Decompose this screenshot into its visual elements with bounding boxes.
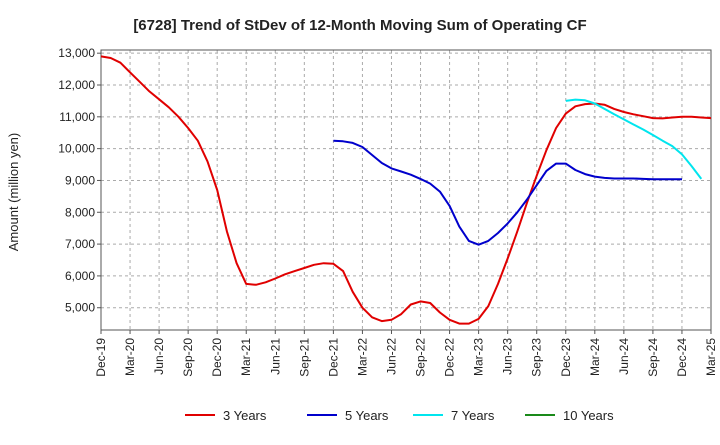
x-tick-label: Dec-20 [210, 338, 224, 377]
series-lines [100, 55, 712, 325]
x-tick-label: Jun-24 [617, 338, 631, 375]
x-tick-label: Jun-23 [501, 338, 515, 375]
x-tick-label: Sep-21 [297, 338, 311, 377]
x-tick-label: Dec-22 [443, 338, 457, 377]
x-tick-label: Mar-21 [239, 338, 253, 376]
x-tick-label: Dec-24 [675, 338, 689, 377]
y-tick-label: 10,000 [58, 142, 95, 156]
y-tick-label: 6,000 [65, 269, 95, 283]
y-tick-label: 12,000 [58, 78, 95, 92]
x-tick-label: Sep-22 [414, 338, 428, 377]
x-tick-label: Mar-23 [472, 338, 486, 376]
x-tick-label: Jun-21 [268, 338, 282, 375]
x-tick-label: Mar-24 [588, 338, 602, 376]
x-tick-label: Jun-22 [384, 338, 398, 375]
y-tick-label: 7,000 [65, 237, 95, 251]
axes: 5,000 6,000 7,000 8,000 9,000 10,000 11,000 12,… [58, 46, 718, 377]
y-tick-label: 8,000 [65, 205, 95, 219]
x-tick-label: Mar-20 [123, 338, 137, 376]
x-tick-label: Dec-23 [559, 338, 573, 377]
series-line-5-years [333, 139, 682, 246]
x-tick-label: Sep-23 [530, 338, 544, 377]
legend-label: 5 Years [345, 408, 389, 423]
series-line-7-years [565, 98, 703, 180]
y-axis-label: Amount (million yen) [6, 133, 21, 252]
y-tick-label: 13,000 [58, 46, 95, 60]
grid [101, 50, 711, 330]
y-tick-label: 9,000 [65, 173, 95, 187]
chart-title: [6728] Trend of StDev of 12-Month Moving… [133, 17, 586, 34]
x-tick-label: Jun-20 [152, 338, 166, 375]
x-tick-label: Dec-21 [326, 338, 340, 377]
x-tick-label: Sep-20 [181, 338, 195, 377]
legend-label: 3 Years [223, 408, 267, 423]
x-tick-label: Mar-22 [355, 338, 369, 376]
legend-label: 7 Years [451, 408, 495, 423]
y-tick-label: 11,000 [59, 110, 95, 124]
x-tick-label: Sep-24 [646, 338, 660, 377]
x-tick-label: Mar-25 [704, 338, 718, 376]
plot-frame [100, 49, 712, 331]
y-tick-label: 5,000 [65, 301, 95, 315]
legend: 3 Years 5 Years 7 Years 10 Years [185, 408, 614, 423]
series-line-3-years [100, 55, 712, 325]
legend-label: 10 Years [563, 408, 614, 423]
x-tick-label: Dec-19 [94, 338, 108, 377]
